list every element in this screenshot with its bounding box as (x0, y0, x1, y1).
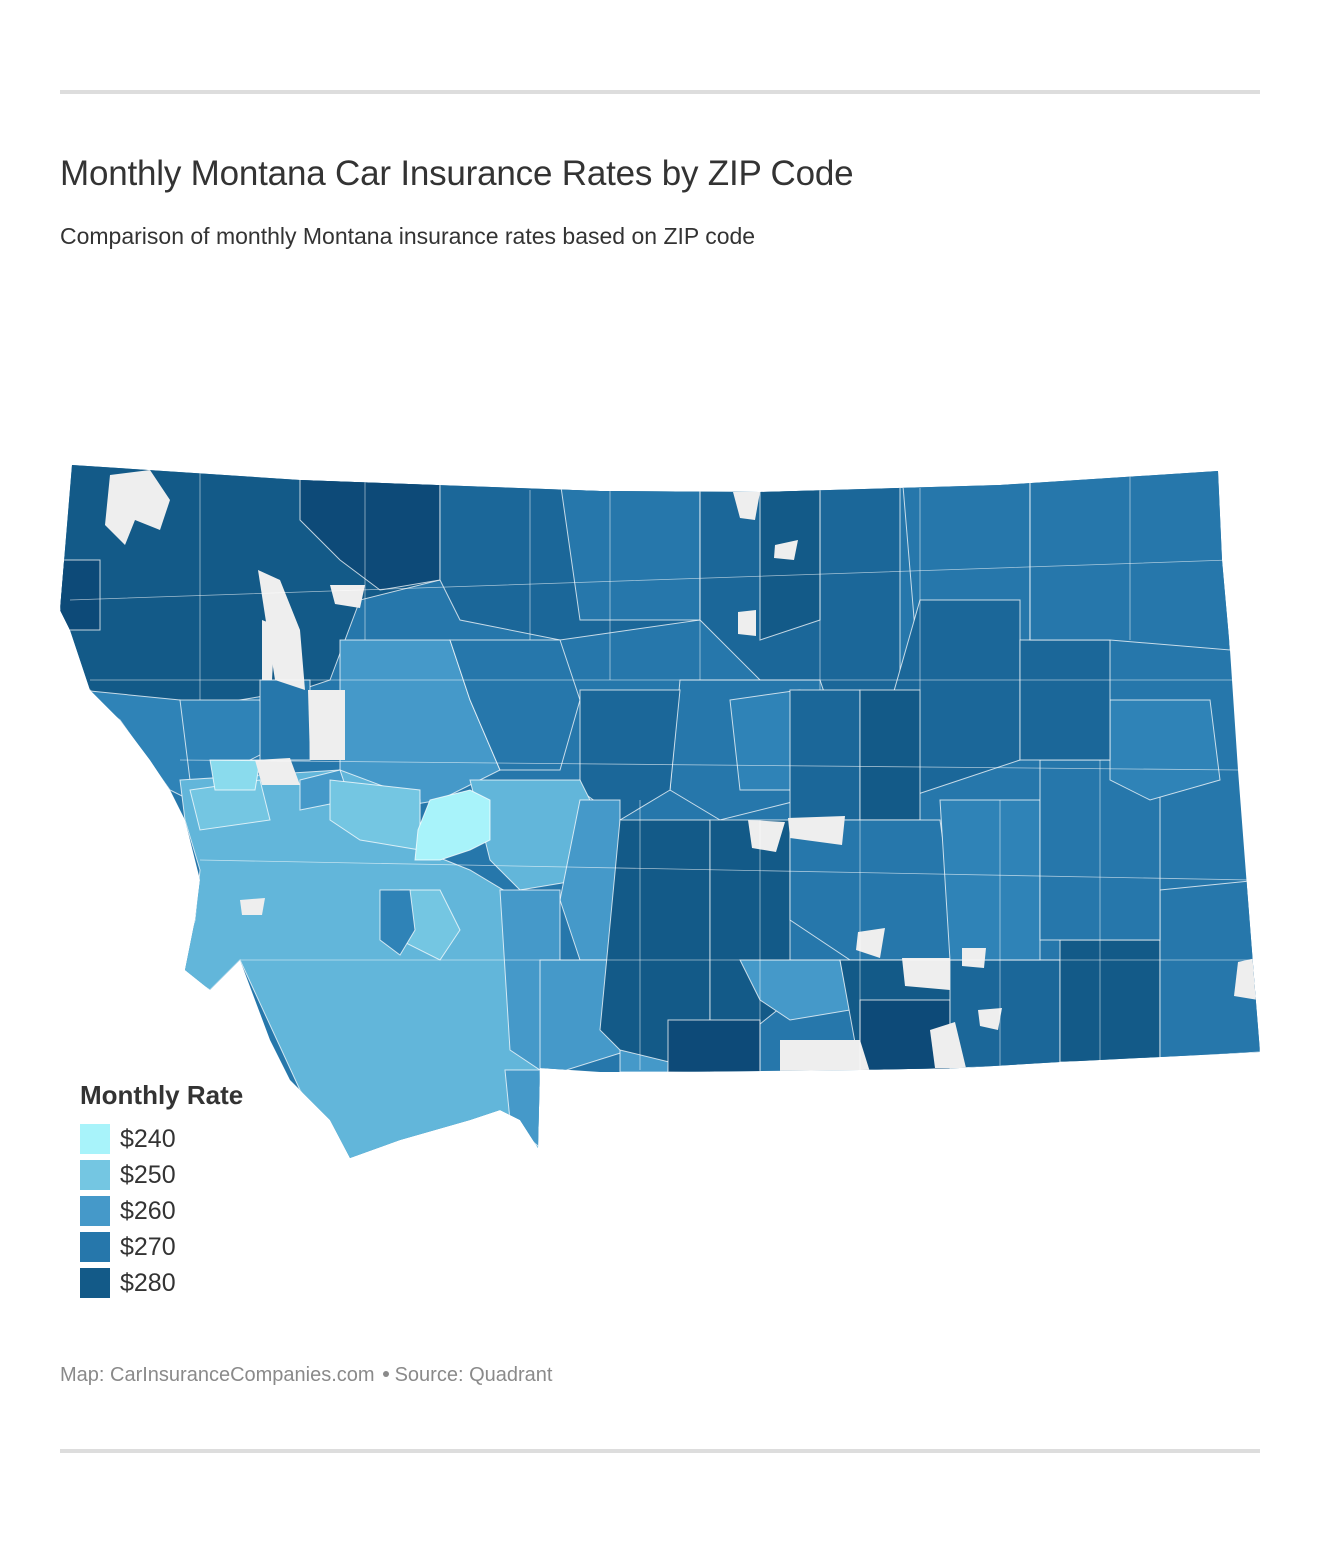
montana-choropleth-map (0, 440, 1320, 1180)
legend-label: $250 (120, 1160, 176, 1189)
legend-title: Monthly Rate (80, 1080, 244, 1110)
page-title: Monthly Montana Car Insurance Rates by Z… (60, 154, 854, 193)
legend-swatch-250 (80, 1160, 110, 1190)
legend-item-260: $260 (80, 1193, 243, 1229)
legend-item-240: $240 (80, 1121, 243, 1157)
legend-swatch-270 (80, 1232, 110, 1262)
map-footer: Map: CarInsuranceCompanies.com Source: Qu… (60, 1364, 552, 1387)
legend-swatch-240 (80, 1124, 110, 1154)
map-legend: Monthly Rate $240 $250 $260 $270 $280 (80, 1080, 243, 1301)
legend-swatch-280 (80, 1268, 110, 1298)
legend-label: $270 (120, 1232, 176, 1261)
page-subtitle: Comparison of monthly Montana insurance … (60, 223, 756, 249)
legend-item-250: $250 (80, 1157, 243, 1193)
legend-label: $260 (120, 1196, 176, 1225)
separator-dot-icon (382, 1371, 389, 1378)
legend-item-270: $270 (80, 1229, 243, 1265)
top-divider (60, 90, 1260, 94)
legend-item-280: $280 (80, 1265, 243, 1301)
map-credit: Map: CarInsuranceCompanies.com (60, 1364, 375, 1386)
legend-label: $280 (120, 1268, 176, 1297)
legend-label: $240 (120, 1124, 176, 1153)
bottom-divider (60, 1449, 1260, 1453)
data-source: Source: Quadrant (394, 1364, 553, 1386)
legend-swatch-260 (80, 1196, 110, 1226)
